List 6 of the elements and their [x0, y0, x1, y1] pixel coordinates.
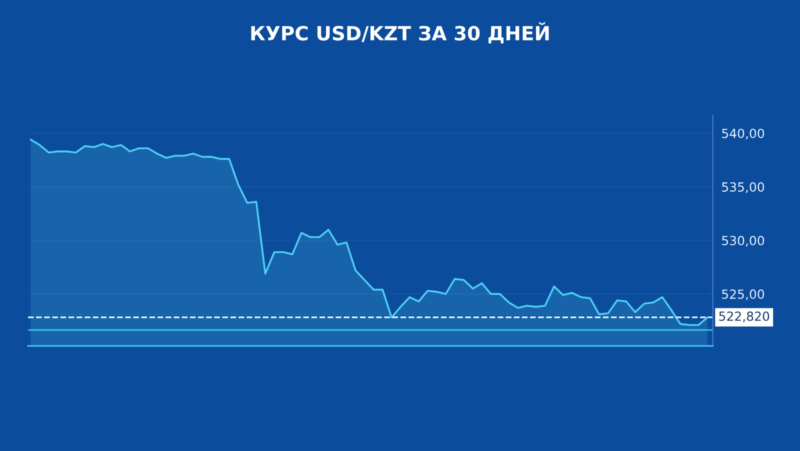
y-tick-label: 525,00 [722, 289, 764, 300]
chart-title: КУРС USD/KZT ЗА 30 ДНЕЙ [251, 22, 549, 44]
ref-line-label: 522,820 [719, 311, 770, 322]
y-tick-label: 535,00 [722, 182, 764, 193]
y-tick-label: 540,00 [722, 128, 764, 140]
y-tick-label: 530,00 [722, 236, 764, 247]
